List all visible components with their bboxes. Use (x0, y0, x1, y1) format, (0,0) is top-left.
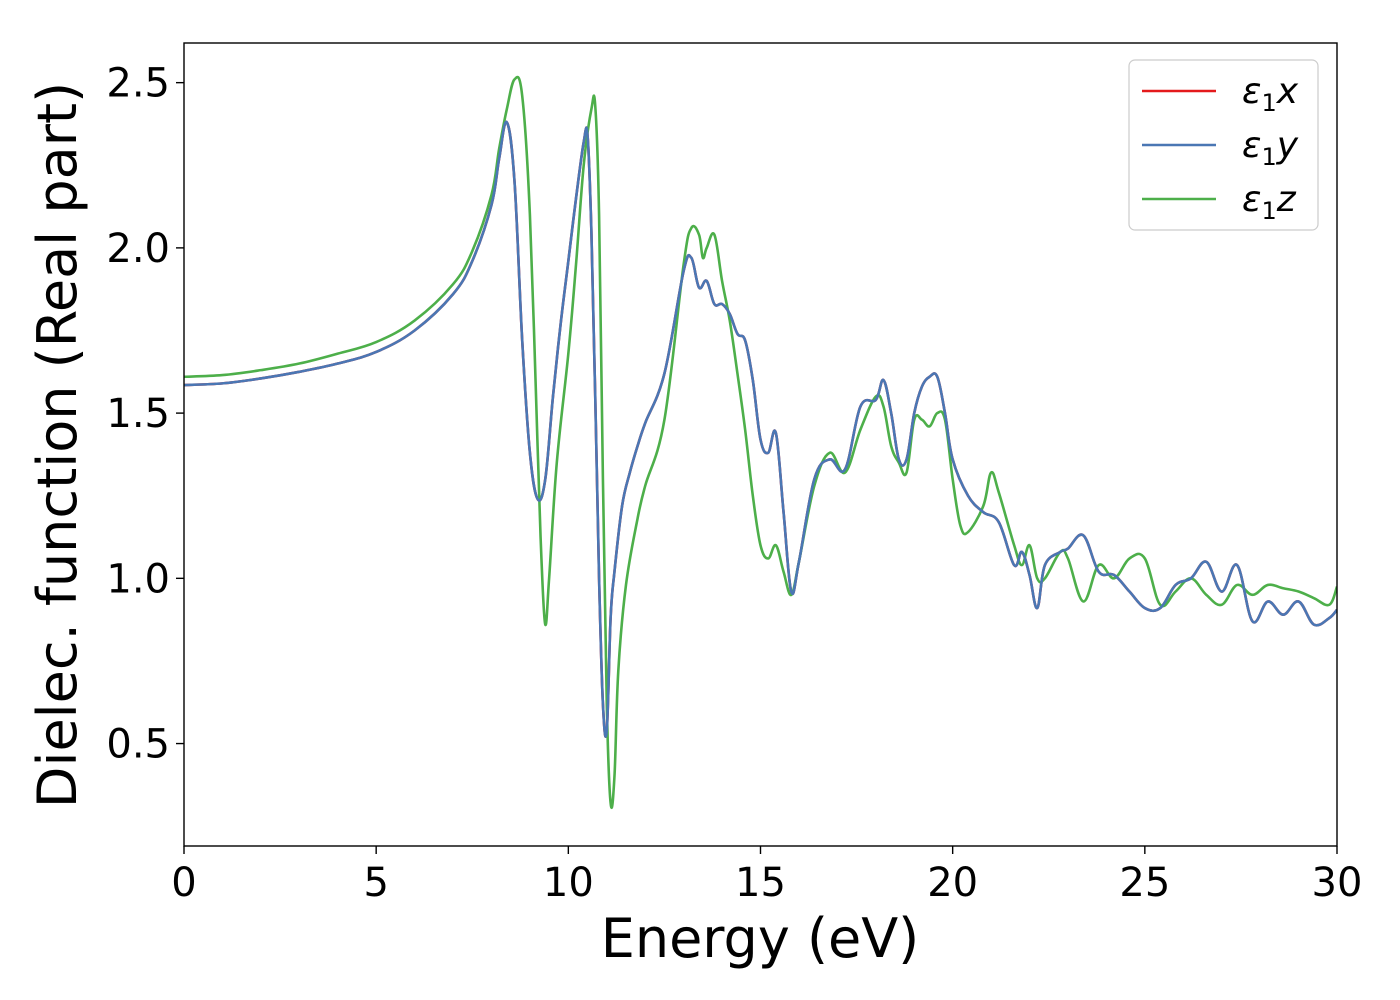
x-tick-label: 15 (735, 860, 786, 906)
y-tick-label: 1.0 (106, 556, 170, 602)
legend-label-x: ε1x (1242, 71, 1299, 117)
x-axis: 0 5 10 15 20 25 30 (171, 846, 1362, 906)
legend-label-y: ε1y (1242, 125, 1299, 171)
legend-box (1128, 59, 1319, 231)
y-tick-label: 1.5 (106, 391, 170, 437)
x-tick-label: 25 (1119, 860, 1170, 906)
y-tick-label: 2.5 (106, 61, 170, 107)
legend-label-z: ε1z (1242, 179, 1297, 225)
y-axis: 0.5 1.0 1.5 2.0 2.5 (106, 61, 184, 768)
series-line-z (184, 75, 1337, 810)
series-line-y (184, 120, 1337, 738)
y-axis-label: Dielec. function (Real part) (26, 82, 89, 808)
x-tick-label: 20 (927, 860, 978, 906)
series-layer (184, 75, 1337, 810)
x-axis-label: Energy (eV) (601, 907, 920, 970)
x-tick-label: 30 (1312, 860, 1363, 906)
y-tick-label: 0.5 (106, 722, 170, 768)
x-tick-label: 5 (363, 860, 388, 906)
legend: ε1x ε1y ε1z (1128, 59, 1319, 231)
y-tick-label: 2.0 (106, 226, 170, 272)
x-tick-label: 10 (543, 860, 594, 906)
x-tick-label: 0 (171, 860, 196, 906)
